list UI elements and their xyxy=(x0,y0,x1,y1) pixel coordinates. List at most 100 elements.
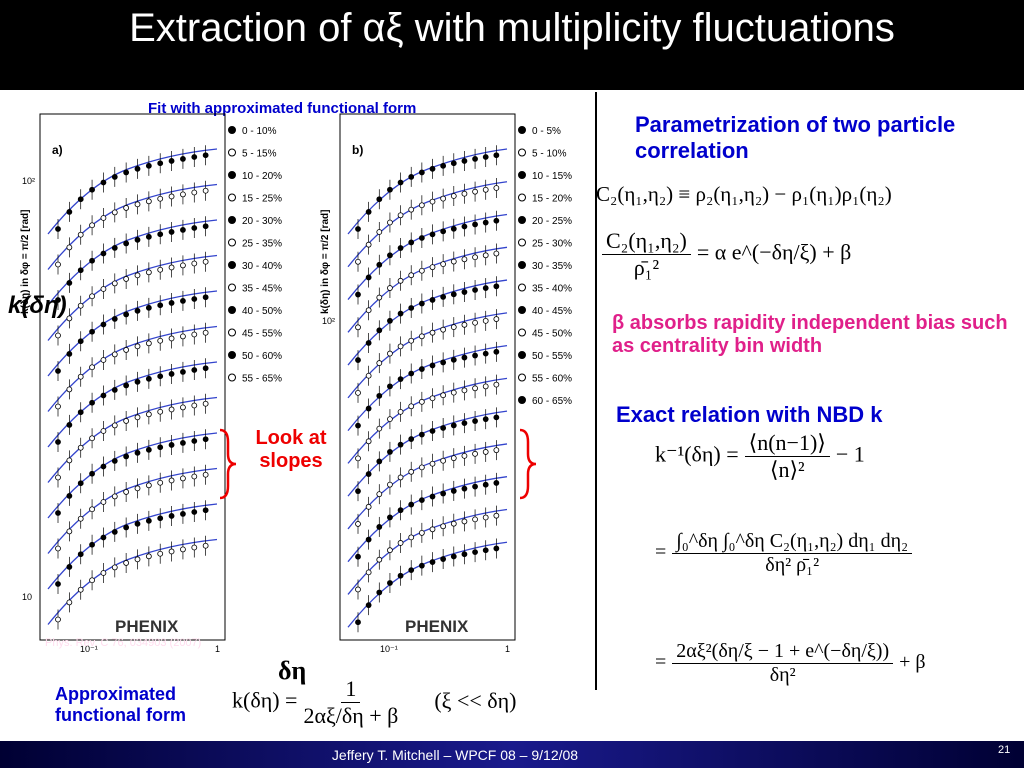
fit-curve xyxy=(347,246,508,333)
eq2-den: ρ̄₁² xyxy=(633,255,660,280)
data-point xyxy=(134,272,141,279)
data-point xyxy=(55,226,61,232)
data-point xyxy=(191,296,198,302)
fit-curve xyxy=(47,254,218,341)
legend-marker xyxy=(228,351,236,359)
data-point xyxy=(493,414,500,421)
data-point xyxy=(157,337,164,344)
data-point xyxy=(145,482,152,489)
data-point xyxy=(482,383,489,390)
data-point xyxy=(376,327,383,334)
fit-curve xyxy=(347,443,508,530)
data-point xyxy=(123,489,130,495)
data-point xyxy=(355,619,361,626)
data-point xyxy=(482,416,489,423)
data-point xyxy=(461,551,468,558)
data-point xyxy=(134,307,141,314)
data-point xyxy=(429,460,436,467)
eq4-num: ∫₀^δη ∫₀^δη C₂(η₁,η₂) dη₁ dη₂ xyxy=(672,530,913,554)
nbd-heading: Exact relation with NBD k xyxy=(616,402,883,427)
data-point xyxy=(66,386,73,393)
data-point xyxy=(472,188,478,195)
data-point xyxy=(461,387,468,394)
fit-curve xyxy=(347,410,508,497)
data-point xyxy=(450,553,457,560)
data-point xyxy=(461,256,468,263)
data-point xyxy=(418,464,425,471)
data-point xyxy=(472,221,478,228)
data-point xyxy=(493,348,500,355)
eq4-lhs: = xyxy=(655,541,667,564)
data-point xyxy=(202,436,209,443)
data-point xyxy=(202,471,209,478)
legend-marker xyxy=(228,148,236,157)
data-point xyxy=(191,154,198,160)
data-point xyxy=(376,524,383,530)
data-point xyxy=(168,477,175,484)
data-point xyxy=(145,517,152,524)
data-point xyxy=(66,351,73,357)
fit-curve xyxy=(47,432,218,519)
data-point xyxy=(191,544,198,551)
data-point xyxy=(66,493,73,499)
data-point xyxy=(168,442,175,448)
legend-marker xyxy=(228,238,236,247)
eq5-den: δη² xyxy=(769,664,796,686)
eq3-lhs: k⁻¹(δη) = xyxy=(655,441,739,467)
data-point xyxy=(472,549,478,556)
fit-curve xyxy=(347,508,508,595)
axis-label: k(δη) in δφ = π/2 [rad] xyxy=(320,210,331,314)
data-point xyxy=(66,209,73,215)
data-point xyxy=(493,480,500,486)
data-point xyxy=(418,169,425,176)
data-point xyxy=(429,165,436,172)
data-point xyxy=(418,235,425,241)
data-point xyxy=(440,490,447,497)
data-point xyxy=(482,350,489,357)
fit-curve xyxy=(47,219,218,306)
data-point xyxy=(482,481,489,488)
data-point xyxy=(355,258,361,265)
eq3-num: ⟨n(n−1)⟩ xyxy=(744,430,830,457)
data-point xyxy=(55,581,61,587)
data-point xyxy=(376,261,383,268)
data-point xyxy=(55,332,61,339)
data-point xyxy=(461,321,468,328)
legend-entry: 0 - 10% xyxy=(242,126,277,137)
data-point xyxy=(157,373,164,380)
legend-marker xyxy=(518,328,526,337)
data-point xyxy=(472,385,478,392)
legend-entry: 25 - 35% xyxy=(242,239,282,250)
data-point xyxy=(77,409,84,416)
data-point xyxy=(89,328,95,335)
data-point xyxy=(418,530,425,536)
legend-entry: 55 - 65% xyxy=(242,374,282,385)
data-point xyxy=(55,474,61,481)
data-point xyxy=(202,400,209,407)
data-point xyxy=(429,395,436,402)
data-point xyxy=(376,556,383,563)
legend-entry: 20 - 30% xyxy=(242,216,282,227)
data-point xyxy=(418,497,425,504)
data-point xyxy=(55,261,61,268)
data-point xyxy=(440,425,447,431)
data-point xyxy=(365,503,372,510)
data-point xyxy=(77,480,84,487)
data-point xyxy=(66,564,73,570)
data-point xyxy=(89,577,95,584)
data-point xyxy=(191,438,198,444)
data-point xyxy=(168,229,175,235)
data-point xyxy=(180,156,186,162)
data-point xyxy=(408,305,415,311)
data-point xyxy=(472,418,478,424)
data-point xyxy=(397,474,404,481)
fit-curve xyxy=(347,148,508,235)
data-point xyxy=(55,297,61,303)
data-point xyxy=(134,414,141,421)
data-point xyxy=(100,534,107,541)
data-point xyxy=(145,411,152,418)
logo: PHENIX xyxy=(405,617,469,636)
legend-entry: 15 - 25% xyxy=(242,194,282,205)
brace xyxy=(519,428,537,500)
data-point xyxy=(355,324,361,331)
